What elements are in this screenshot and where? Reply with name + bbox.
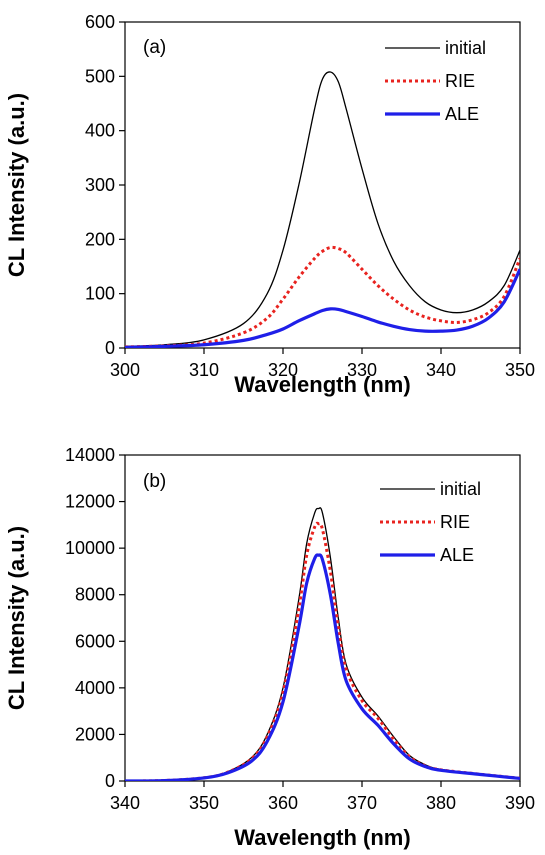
y-tick-label: 0 [105, 338, 115, 358]
y-tick-label: 200 [85, 229, 115, 249]
series-group [125, 507, 520, 781]
x-tick-label: 370 [347, 793, 377, 813]
y-tick-label: 0 [105, 771, 115, 791]
legend-label-rie: RIE [445, 71, 475, 91]
y-tick-label: 8000 [75, 585, 115, 605]
series-line-rie [125, 245, 520, 348]
x-tick-label: 350 [505, 360, 535, 380]
legend-label-initial: initial [445, 38, 486, 58]
x-tick-label: 320 [268, 360, 298, 380]
series-line-ale [125, 553, 520, 781]
x-tick-label: 380 [426, 793, 456, 813]
legend-label-ale: ALE [445, 104, 479, 124]
chart-panel-b: 0 2000 4000 6000 8000 10000 12000 14000 340 350 36… [4, 445, 535, 850]
legend: initial RIE ALE [385, 38, 486, 124]
x-axis-title: Wavelength (nm) [234, 825, 410, 850]
y-tick-label: 14000 [65, 445, 115, 465]
legend-label-initial: initial [440, 479, 481, 499]
y-tick-label: 300 [85, 175, 115, 195]
y-tick-label: 10000 [65, 538, 115, 558]
plot-frame [124, 454, 521, 782]
x-tick-label: 300 [110, 360, 140, 380]
panel-label: (b) [143, 471, 166, 492]
y-tick-label: 6000 [75, 631, 115, 651]
y-axis-title: CL Intensity (a.u.) [4, 93, 29, 277]
series-line-initial [125, 71, 520, 348]
y-tick-label: 4000 [75, 678, 115, 698]
x-tick-label: 330 [347, 360, 377, 380]
legend: initial RIE ALE [380, 479, 481, 565]
chart-panel-a: 0 100 200 300 400 500 600 300 310 320 330 340 350 Wav… [4, 12, 535, 397]
y-tick-label: 600 [85, 12, 115, 32]
x-tick-label: 390 [505, 793, 535, 813]
y-tick-label: 2000 [75, 724, 115, 744]
x-tick-label: 360 [268, 793, 298, 813]
x-tick-label: 340 [426, 360, 456, 380]
x-tick-label: 340 [110, 793, 140, 813]
legend-label-rie: RIE [440, 512, 470, 532]
legend-label-ale: ALE [440, 545, 474, 565]
panel-label: (a) [143, 37, 166, 58]
y-axis-title: CL Intensity (a.u.) [4, 526, 29, 710]
y-tick-label: 500 [85, 66, 115, 86]
series-group [125, 71, 520, 348]
x-tick-label: 310 [189, 360, 219, 380]
y-tick-label: 400 [85, 121, 115, 141]
y-tick-label: 100 [85, 284, 115, 304]
y-tick-label: 12000 [65, 492, 115, 512]
x-tick-label: 350 [189, 793, 219, 813]
x-axis-title: Wavelength (nm) [234, 372, 410, 397]
series-line-ale [125, 268, 520, 348]
